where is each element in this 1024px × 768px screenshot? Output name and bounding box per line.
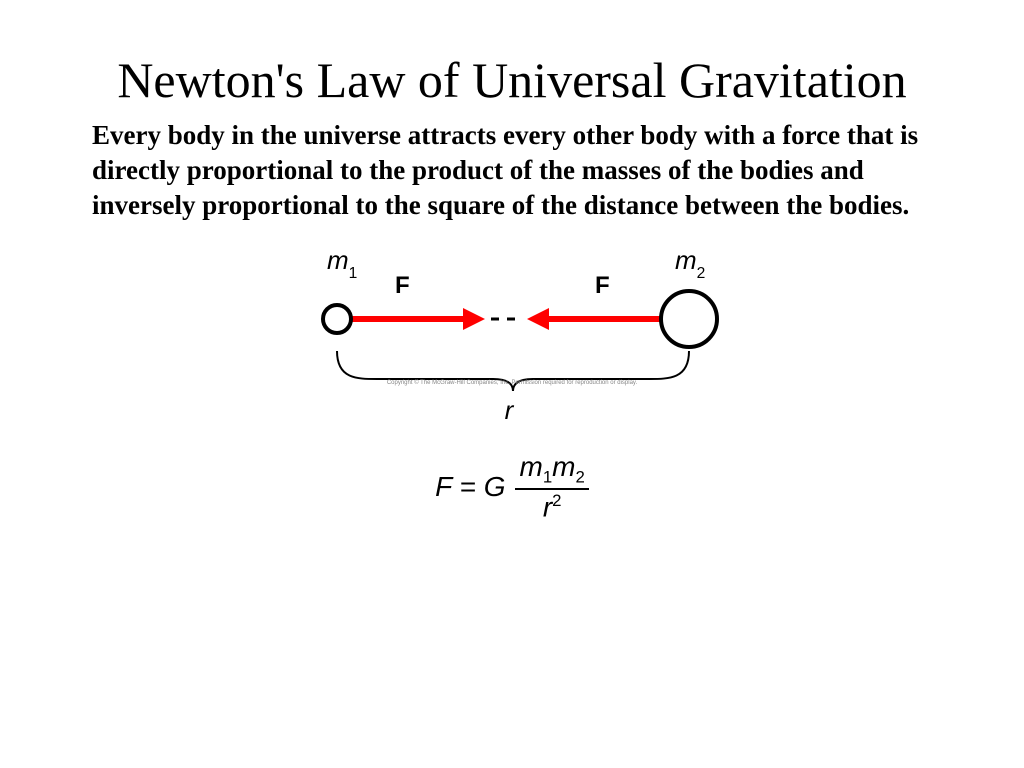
slide-title: Newton's Law of Universal Gravitation (0, 0, 1024, 110)
formula-eq: = (452, 471, 484, 502)
slide-body: Every body in the universe attracts ever… (0, 110, 1024, 223)
svg-text:F: F (595, 272, 610, 299)
svg-text:m2: m2 (675, 245, 705, 282)
formula-m1-sub: 1 (543, 467, 552, 486)
svg-text:r: r (505, 395, 515, 421)
formula-r-exp: 2 (552, 491, 561, 510)
formula-F: F (435, 471, 452, 502)
gravitation-formula: F = G m1m2 r2 (0, 452, 1024, 522)
formula-m2-sub: 2 (575, 467, 584, 486)
copyright-caption: Copyright © The McGraw-Hill Companies, I… (0, 380, 1024, 386)
gravitation-diagram: F Fm1 m2 r (0, 231, 1024, 426)
formula-m2: m (552, 451, 575, 482)
svg-text:F: F (395, 272, 410, 299)
formula-G: G (484, 471, 506, 502)
formula-r: r (543, 491, 552, 522)
formula-m1: m (519, 451, 542, 482)
svg-text:m1: m1 (327, 245, 357, 282)
